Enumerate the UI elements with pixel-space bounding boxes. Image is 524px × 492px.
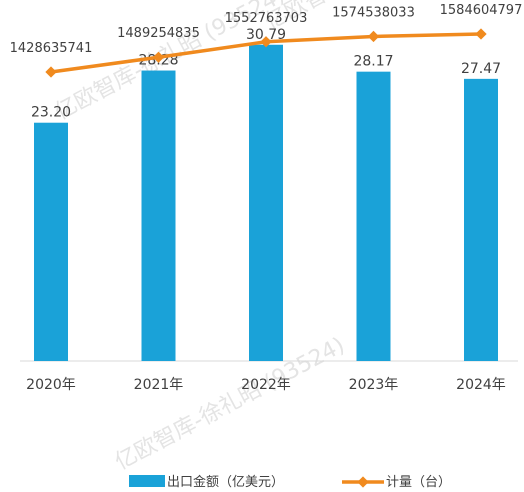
line-value-label: 1428635741 bbox=[10, 41, 93, 56]
legend-marker-line bbox=[357, 476, 369, 488]
line-point-3 bbox=[367, 30, 380, 43]
bar-2 bbox=[249, 44, 283, 361]
line-value-label: 1584604797 bbox=[440, 3, 523, 18]
legend: 出口金额（亿美元） 计量（台） bbox=[129, 474, 451, 490]
x-tick-label: 2022年 bbox=[241, 377, 291, 393]
line-value-label: 1552763703 bbox=[225, 11, 308, 26]
bar-3 bbox=[356, 71, 391, 362]
legend-swatch-bar bbox=[129, 475, 165, 487]
x-tick-label: 2023年 bbox=[349, 377, 399, 393]
bar-value-label: 28.17 bbox=[353, 54, 393, 70]
bar-value-label: 30.79 bbox=[246, 27, 286, 43]
line-value-label: 1489254835 bbox=[117, 26, 200, 41]
bar-value-label: 23.20 bbox=[31, 105, 71, 121]
line-point-0 bbox=[45, 66, 57, 78]
line-point-1 bbox=[152, 51, 165, 63]
bar-1 bbox=[141, 70, 176, 361]
line-value-label: 1574538033 bbox=[332, 5, 415, 20]
legend-label-bar: 出口金额（亿美元） bbox=[167, 474, 284, 490]
line-point-4 bbox=[475, 28, 487, 40]
x-axis-ticks: 2020年 2021年 2022年 2023年 2024年 bbox=[26, 377, 506, 393]
bar-4 bbox=[464, 78, 498, 362]
bar-value-label: 27.47 bbox=[461, 61, 501, 77]
x-tick-label: 2020年 bbox=[26, 377, 76, 393]
legend-label-line: 计量（台） bbox=[386, 475, 451, 490]
line-series: 1428635741 1489254835 1552763703 1574538033… bbox=[10, 3, 523, 78]
bar-0 bbox=[34, 122, 68, 361]
line-point-2 bbox=[260, 36, 272, 48]
x-tick-label: 2024年 bbox=[456, 377, 506, 393]
x-tick-label: 2021年 bbox=[134, 377, 184, 393]
